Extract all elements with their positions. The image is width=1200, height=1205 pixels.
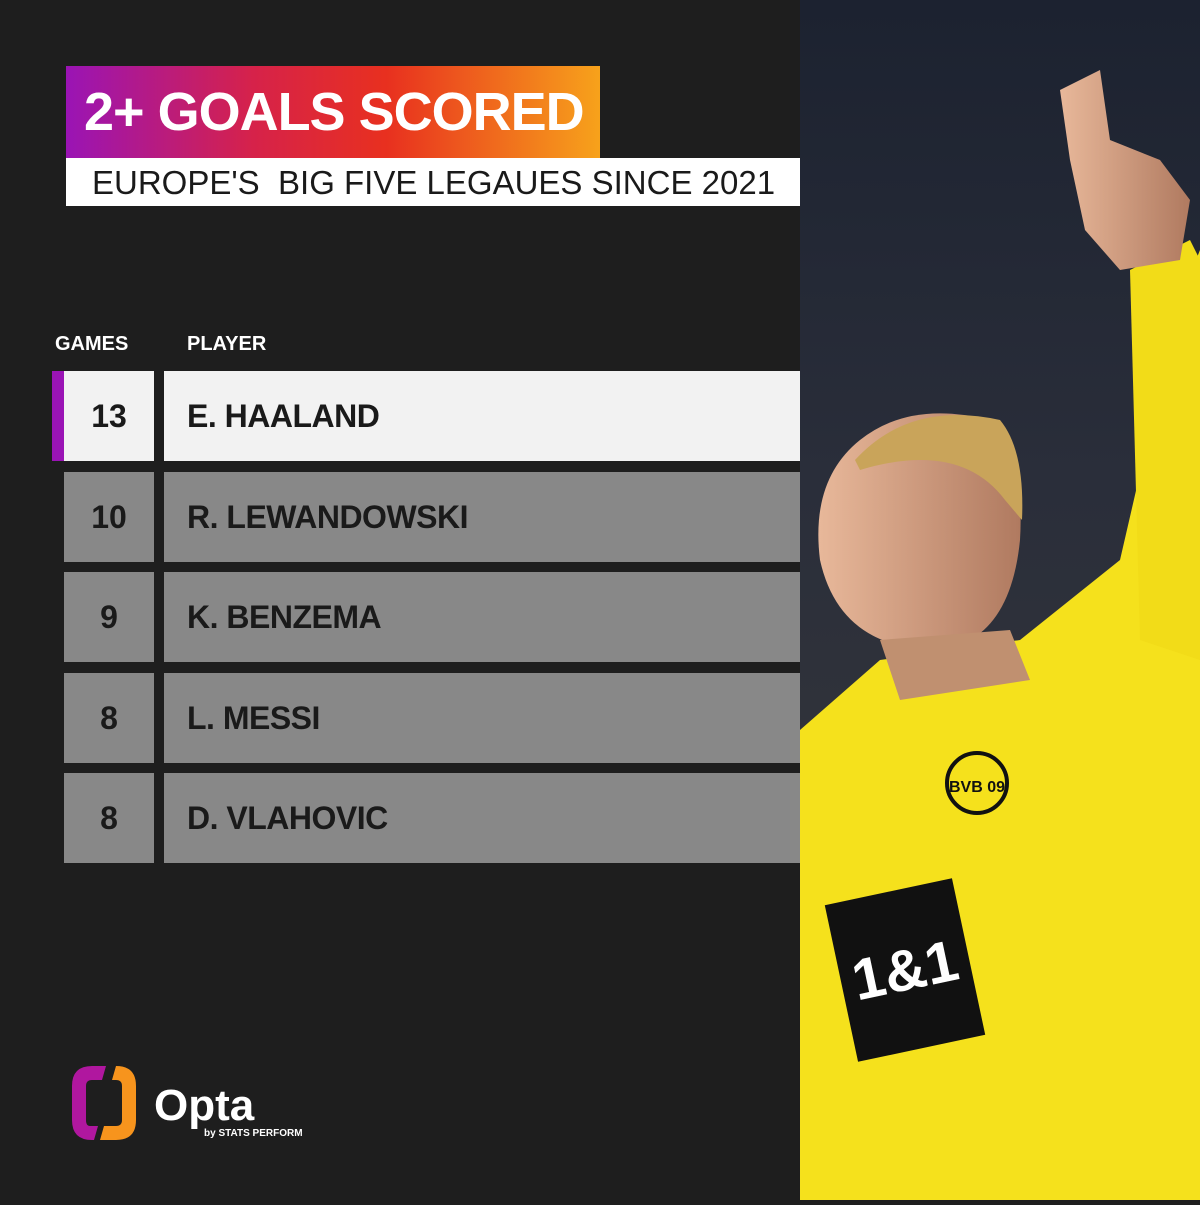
games-cell: 13: [64, 371, 154, 461]
club-crest: [945, 751, 1009, 815]
games-cell: 8: [64, 773, 154, 863]
table-row: 10 R. LEWANDOWSKI: [64, 472, 800, 562]
player-cell: R. LEWANDOWSKI: [164, 472, 800, 562]
opta-logo: Opta by STATS PERFORM: [72, 1064, 312, 1149]
table-row: 9 K. BENZEMA: [64, 572, 800, 662]
player-cell: L. MESSI: [164, 673, 800, 763]
opta-mark-right-icon: [100, 1066, 136, 1140]
table-row: 13 E. HAALAND: [52, 371, 800, 461]
highlight-accent: [52, 371, 64, 461]
player-cell: D. VLAHOVIC: [164, 773, 800, 863]
club-crest-text: BVB 09: [949, 779, 1005, 796]
player-cell: E. HAALAND: [164, 371, 800, 461]
games-cell: 9: [64, 572, 154, 662]
games-cell: 10: [64, 472, 154, 562]
opta-tagline: by STATS PERFORM: [204, 1128, 303, 1139]
opta-mark-left-icon: [72, 1066, 106, 1140]
player-cell: K. BENZEMA: [164, 572, 800, 662]
games-cell: 8: [64, 673, 154, 763]
opta-wordmark: Opta: [154, 1081, 255, 1130]
player-photo: 1&1 BVB 09: [800, 0, 1200, 1200]
subtitle-banner: EUROPE'S BIG FIVE LEGAUES SINCE 2021: [66, 158, 814, 206]
title-banner: 2+ GOALS SCORED: [66, 66, 600, 158]
header-player: PLAYER: [187, 333, 267, 355]
table-row: 8 D. VLAHOVIC: [64, 773, 800, 863]
header-games: GAMES: [55, 333, 129, 355]
table-row: 8 L. MESSI: [64, 673, 800, 763]
